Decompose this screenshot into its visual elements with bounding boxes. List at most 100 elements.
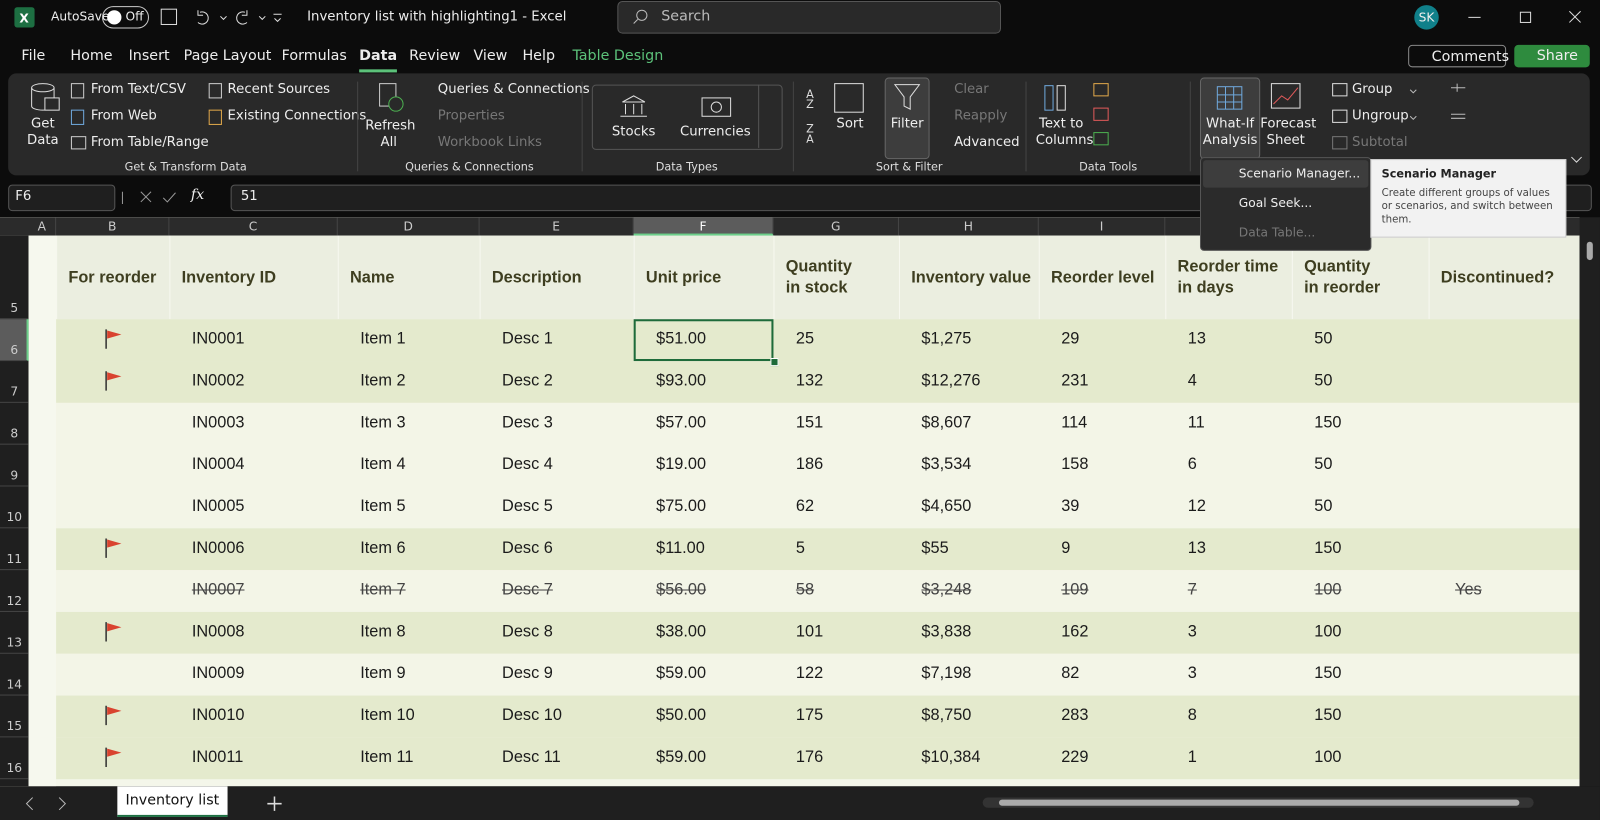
cell-value[interactable]: 50 <box>1314 330 1333 348</box>
cell-value[interactable]: 176 <box>795 748 824 766</box>
cell-value[interactable]: 175 <box>795 706 824 725</box>
row-header[interactable] <box>0 361 29 403</box>
column-header[interactable]: D <box>338 217 480 236</box>
cell-value[interactable]: Desc 1 <box>502 330 553 348</box>
ribbon-button[interactable]: From Text/CSV <box>90 81 186 97</box>
horizontal-scrollbar[interactable] <box>982 797 1534 808</box>
ribbon-button[interactable]: Queries & Connections <box>437 81 590 97</box>
menu-item[interactable]: Goal Seek... <box>1238 195 1313 211</box>
menu-tab[interactable]: Insert <box>128 47 170 65</box>
cell-value[interactable]: 50 <box>1314 455 1333 474</box>
filter-button[interactable]: Filter <box>884 77 930 160</box>
ribbon-button[interactable]: Advanced <box>954 134 1020 150</box>
selected-cell[interactable] <box>633 319 774 362</box>
cell-value[interactable]: $12,276 <box>921 372 981 390</box>
cell-value[interactable]: 158 <box>1061 455 1089 474</box>
column-header[interactable]: G <box>773 217 899 236</box>
cell-value[interactable]: 3 <box>1187 664 1197 683</box>
cell-value[interactable]: $59.00 <box>656 664 707 683</box>
row-header[interactable] <box>0 445 29 487</box>
column-header[interactable]: C <box>169 217 338 236</box>
menu-tab[interactable]: View <box>473 47 508 65</box>
cell-value[interactable]: 13 <box>1187 539 1206 557</box>
cell-value[interactable]: IN0009 <box>191 664 245 683</box>
cell-value[interactable]: 162 <box>1061 623 1089 641</box>
row-header[interactable] <box>0 570 29 612</box>
ribbon-button[interactable]: Group <box>1352 81 1393 97</box>
row-header[interactable] <box>0 236 29 320</box>
cell-value[interactable]: $1,275 <box>921 330 972 348</box>
search-box[interactable]: Search <box>617 1 1002 34</box>
cell-value[interactable]: $19.00 <box>656 455 707 474</box>
cell-value[interactable]: Item 9 <box>360 664 406 683</box>
cell-value[interactable]: 58 <box>795 581 815 599</box>
cell-value[interactable]: 114 <box>1061 414 1088 432</box>
row-header[interactable] <box>0 737 29 780</box>
get-data-button[interactable]: Get Data <box>27 116 59 148</box>
cell-value[interactable]: IN0004 <box>191 455 245 474</box>
cell-value[interactable]: 109 <box>1061 581 1089 599</box>
cell-value[interactable]: Desc 2 <box>502 372 553 390</box>
cell-value[interactable]: 25 <box>795 330 815 348</box>
cell-value[interactable]: 62 <box>795 497 815 516</box>
ribbon-button[interactable]: From Table/Range <box>90 134 209 150</box>
cell-value[interactable]: 29 <box>1061 330 1080 348</box>
ribbon-button[interactable]: Stocks <box>611 124 656 140</box>
column-header[interactable]: B <box>56 217 170 236</box>
ribbon-button[interactable]: Ungroup <box>1352 108 1409 124</box>
row-header[interactable] <box>0 528 29 571</box>
cell-value[interactable]: 8 <box>1187 706 1197 725</box>
window-controls[interactable] <box>1459 8 1592 26</box>
cell-value[interactable]: Desc 9 <box>502 664 553 683</box>
cell-value[interactable]: Item 7 <box>360 581 406 599</box>
column-header[interactable]: E <box>480 217 634 236</box>
cell-value[interactable]: IN0007 <box>191 581 245 599</box>
cell-value[interactable]: $55 <box>921 539 949 557</box>
collapse-ribbon[interactable] <box>1569 155 1583 165</box>
cell-value[interactable]: $93.00 <box>656 372 707 390</box>
cell-value[interactable]: 39 <box>1061 497 1080 516</box>
cell-value[interactable]: $59.00 <box>656 748 707 766</box>
cell-value[interactable]: Item 5 <box>360 497 406 516</box>
cell-value[interactable]: 3 <box>1187 623 1197 641</box>
cell-value[interactable]: Item 1 <box>360 330 406 348</box>
cell-value[interactable]: Desc 10 <box>502 706 562 725</box>
row-header[interactable] <box>0 654 29 696</box>
row-header[interactable] <box>0 486 29 529</box>
cell-value[interactable]: Item 6 <box>360 539 406 557</box>
cell-value[interactable]: IN0001 <box>191 330 245 348</box>
row-header[interactable] <box>0 319 29 362</box>
ribbon-button[interactable]: Currencies <box>679 124 751 140</box>
name-box[interactable]: F6 <box>8 184 116 212</box>
cell-value[interactable]: Desc 5 <box>502 497 553 516</box>
cell-value[interactable]: IN0005 <box>191 497 245 516</box>
cell-value[interactable]: 151 <box>795 414 824 432</box>
cell-value[interactable]: IN0002 <box>191 372 245 390</box>
cell-value[interactable]: 9 <box>1061 539 1071 557</box>
column-header[interactable]: H <box>899 217 1039 236</box>
cell-value[interactable]: $10,384 <box>921 748 981 766</box>
cell-value[interactable]: 6 <box>1187 455 1197 474</box>
cell-value[interactable]: 100 <box>1314 581 1342 599</box>
cell-value[interactable]: Item 2 <box>360 372 406 390</box>
quick-access-icons[interactable] <box>159 6 292 28</box>
cell-value[interactable]: 283 <box>1061 706 1089 725</box>
cell-value[interactable]: $8,750 <box>921 706 972 725</box>
cell-value[interactable]: 122 <box>795 664 824 683</box>
cell-value[interactable]: 100 <box>1314 623 1342 641</box>
cell-value[interactable]: $7,198 <box>921 664 972 683</box>
cell-value[interactable]: 229 <box>1061 748 1089 766</box>
cell-value[interactable]: 1 <box>1187 748 1197 766</box>
cell-value[interactable]: IN0011 <box>191 748 244 766</box>
ribbon-button[interactable]: Forecast Sheet <box>1260 116 1317 148</box>
cell-value[interactable]: $3,534 <box>921 455 972 474</box>
refresh-all-button[interactable]: Refresh All <box>365 118 416 150</box>
menu-tab[interactable]: Help <box>522 47 556 65</box>
cell-value[interactable]: $50.00 <box>656 706 707 725</box>
share-button[interactable]: Share <box>1514 44 1590 68</box>
cell-value[interactable]: $57.00 <box>656 414 707 432</box>
cell-value[interactable]: $38.00 <box>656 623 707 641</box>
cell-value[interactable]: 4 <box>1187 372 1197 390</box>
cell-value[interactable]: 50 <box>1314 372 1333 390</box>
cell-value[interactable]: Item 11 <box>360 748 414 766</box>
